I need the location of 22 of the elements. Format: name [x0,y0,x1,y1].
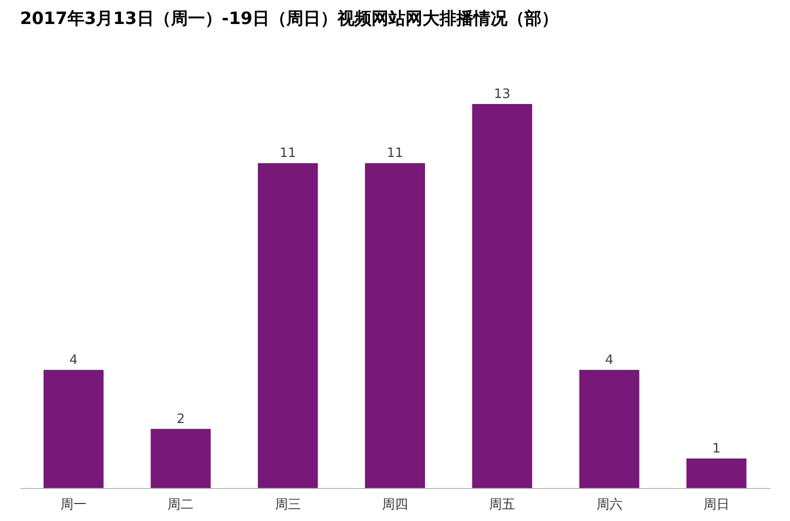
x-tick-label: 周二 [168,498,194,512]
x-tick-label: 周一 [60,498,87,512]
data-label: 13 [494,87,510,102]
bar [44,370,104,488]
bar [258,163,318,488]
x-tick-label: 周五 [489,498,516,512]
data-label: 11 [280,146,296,162]
bar [686,458,746,488]
chart-title: 2017年3月13日（周一）-19日（周日）视频网站网大排播情况（部） [20,9,559,29]
bar [150,428,211,488]
data-label: 11 [386,146,404,162]
x-tick-label: 周日 [703,498,730,512]
x-tick-label: 周六 [596,498,622,512]
bar [365,163,425,488]
x-tick-label: 周三 [274,498,301,512]
data-label: 4 [69,352,78,368]
x-tick-label: 周四 [382,498,408,512]
data-label: 2 [176,412,185,427]
bar [579,370,640,488]
bar [472,104,532,488]
data-label: 1 [712,441,721,456]
data-label: 4 [605,352,614,368]
